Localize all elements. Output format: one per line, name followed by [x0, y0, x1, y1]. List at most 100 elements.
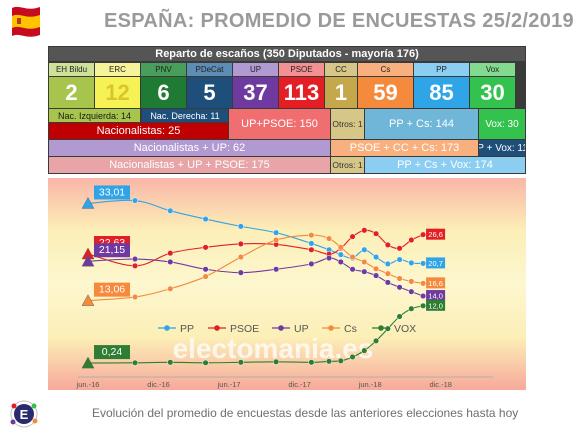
data-point-up	[308, 260, 315, 267]
party-seats-vox: 30	[470, 77, 515, 108]
data-point-vox	[325, 358, 333, 365]
data-point-up	[237, 269, 244, 276]
vox-30-cell: Vox: 30	[479, 109, 525, 139]
data-point-pp	[273, 229, 280, 236]
data-point-psoe	[167, 250, 174, 257]
data-point-vox	[408, 305, 415, 312]
nac-up-cell: Nacionalistas + UP: 62	[49, 140, 330, 156]
legend-label-psoe: PSOE	[230, 323, 259, 335]
data-point-up	[361, 268, 368, 275]
party-label-pp: PP	[414, 63, 469, 76]
data-point-pp	[237, 223, 244, 230]
data-point-psoe	[408, 236, 415, 244]
data-point-up	[202, 266, 209, 273]
data-point-cs	[373, 265, 380, 272]
party-label-vox: Vox	[470, 63, 515, 76]
party-seats-cs: 59	[358, 77, 413, 108]
table-header: Reparto de escaños (350 Diputados - mayo…	[49, 47, 525, 61]
start-marker-up	[81, 254, 95, 267]
data-point-vox	[349, 353, 356, 360]
data-point-up	[384, 279, 391, 286]
data-point-pp	[337, 251, 344, 258]
data-point-vox	[237, 359, 244, 366]
data-point-psoe	[237, 240, 244, 247]
chart-legend: PP PSOE UP Cs VOX	[158, 323, 416, 335]
pp-cs-cell: PP + Cs: 144	[365, 109, 478, 139]
legend-label-vox: VOX	[394, 323, 416, 335]
start-marker-vox	[81, 356, 95, 369]
data-point-psoe	[373, 230, 380, 237]
data-point-up	[349, 266, 356, 273]
data-point-psoe	[384, 241, 391, 248]
party-seats-eh-bildu: 2	[49, 77, 94, 108]
party-label-eh-bildu: EH Bildu	[49, 63, 94, 76]
footer-caption: Evolución del promedio de encuestas desd…	[92, 406, 519, 420]
data-point-cs	[273, 236, 280, 244]
data-point-vox	[337, 357, 344, 364]
data-point-pp	[373, 254, 380, 261]
data-point-vox	[384, 325, 391, 332]
data-point-pp	[384, 260, 391, 267]
data-point-cs	[396, 275, 403, 282]
party-label-pdecat: PDeCat	[187, 63, 232, 76]
legend-label-cs: Cs	[344, 323, 357, 335]
data-point-vox	[373, 337, 380, 344]
data-point-up	[337, 258, 344, 265]
end-label-pp: 20,7	[428, 259, 443, 268]
data-point-pp	[408, 259, 415, 266]
data-point-pp	[396, 256, 403, 263]
data-point-psoe	[131, 262, 139, 269]
series-line-up	[87, 257, 424, 297]
data-point-vox	[167, 359, 174, 366]
data-point-cs	[202, 273, 209, 280]
nac-izquierda-cell: Nac. Izquierda: 14	[49, 109, 140, 122]
otros-cell-2: Otros: 1	[331, 157, 364, 173]
data-point-up	[408, 288, 415, 295]
data-point-cs	[131, 293, 139, 301]
legend-label-pp: PP	[180, 323, 194, 335]
spain-flag-icon	[12, 6, 40, 37]
data-point-pp	[131, 197, 139, 204]
start-label-box-up	[94, 243, 130, 258]
series-pp: 33,01 20,7	[81, 185, 446, 269]
data-point-up	[420, 293, 427, 300]
nac-derecha-cell: Nac. Derecha: 11	[142, 109, 228, 122]
start-marker-cs	[81, 294, 95, 306]
end-label-box-up	[426, 290, 446, 302]
x-tick-label: jun.-17	[217, 380, 241, 389]
end-label-psoe: 26,6	[428, 230, 443, 239]
start-label-vox: 0,24	[102, 346, 123, 358]
data-point-cs	[361, 258, 368, 265]
x-tick-label: dic.-17	[288, 380, 311, 389]
party-seats-up: 37	[233, 77, 278, 108]
end-label-box-vox	[426, 299, 446, 311]
series-line-psoe	[87, 229, 424, 267]
party-label-cc: CC	[325, 63, 357, 76]
end-label-vox: 12,0	[428, 301, 443, 310]
party-label-pnv: PNV	[141, 63, 186, 76]
end-label-up: 14,0	[428, 292, 443, 301]
data-point-up	[167, 258, 174, 265]
data-point-psoe	[202, 244, 209, 251]
data-point-cs	[167, 285, 174, 292]
data-point-cs	[325, 235, 333, 242]
party-label-erc: ERC	[95, 63, 140, 76]
data-point-vox	[420, 302, 427, 309]
data-point-up	[396, 284, 403, 291]
data-point-cs	[308, 232, 315, 239]
end-label-box-pp	[426, 257, 446, 269]
psoe-cc-cs-cell: PSOE + CC + Cs: 173	[331, 140, 478, 156]
x-axis: jun.-16 dic.-16 jun.-17 dic.-17 jun.-18 dic.-…	[76, 376, 493, 389]
start-marker-pp	[81, 197, 95, 209]
data-point-up	[373, 272, 380, 279]
legend-swatch-dot-vox	[378, 325, 384, 331]
x-tick-label: jun.-18	[358, 380, 382, 389]
data-point-cs	[349, 254, 356, 261]
legend-swatch-dot-psoe	[214, 325, 220, 331]
data-point-psoe	[361, 227, 368, 234]
legend-swatch-dot-pp	[164, 325, 170, 331]
party-seats-pnv: 6	[141, 77, 186, 108]
party-seats-cc: 1	[325, 77, 357, 108]
series-up: 21,15 14,0	[81, 243, 446, 302]
data-point-cs	[237, 254, 244, 261]
